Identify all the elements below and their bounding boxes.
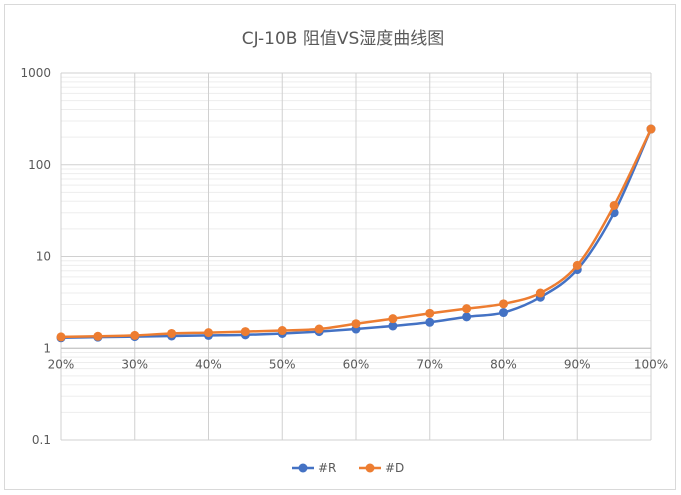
legend: #R #D [292, 461, 404, 475]
data-point [499, 308, 508, 318]
data-point [388, 314, 398, 324]
legend-swatch-marker [365, 463, 375, 473]
data-point [351, 319, 361, 329]
data-point [277, 326, 287, 336]
data-point [609, 200, 619, 210]
y-tick-label: 100 [28, 158, 51, 172]
series-1 [56, 124, 656, 342]
y-tick-label: 1000 [20, 66, 51, 80]
legend-label: #R [318, 461, 336, 475]
x-tick-label: 30% [121, 357, 148, 371]
y-tick-label: 1 [43, 341, 51, 355]
data-point [314, 324, 324, 334]
data-point [204, 328, 213, 338]
data-point [572, 260, 582, 270]
x-tick-label: 50% [269, 357, 296, 371]
data-point [93, 331, 103, 341]
axis-labels: 0.1 1 10 100 1000 20% 30% 40% 50% 60% 70% 80% 90% 100… [20, 66, 668, 447]
data-point [535, 288, 545, 298]
legend-label: #D [385, 461, 404, 475]
data-point [462, 312, 472, 322]
x-tick-label: 20% [48, 357, 75, 371]
data-point [425, 308, 435, 318]
legend-item: #D [359, 461, 404, 475]
legend-item: #R [292, 461, 336, 475]
x-tick-label: 80% [490, 357, 517, 371]
x-tick-label: 100% [634, 357, 668, 371]
data-point [425, 317, 435, 327]
x-tick-label: 60% [343, 357, 370, 371]
data-point [167, 328, 177, 338]
chart-frame [4, 4, 676, 490]
gridlines [60, 72, 652, 441]
y-tick-label: 10 [36, 250, 51, 264]
data-point [462, 304, 472, 314]
x-tick-label: 70% [416, 357, 443, 371]
x-tick-label: 40% [195, 357, 222, 371]
data-point [56, 332, 66, 342]
data-point [130, 330, 140, 340]
x-tick-label: 90% [564, 357, 591, 371]
data-point [499, 299, 508, 309]
series-layer [56, 124, 656, 343]
chart-title: CJ-10B 阻值VS湿度曲线图 [242, 29, 445, 49]
data-point [240, 327, 250, 337]
y-tick-label: 0.1 [32, 433, 51, 447]
data-point [646, 124, 656, 134]
data-point [388, 321, 398, 331]
legend-swatch-marker [298, 463, 308, 473]
